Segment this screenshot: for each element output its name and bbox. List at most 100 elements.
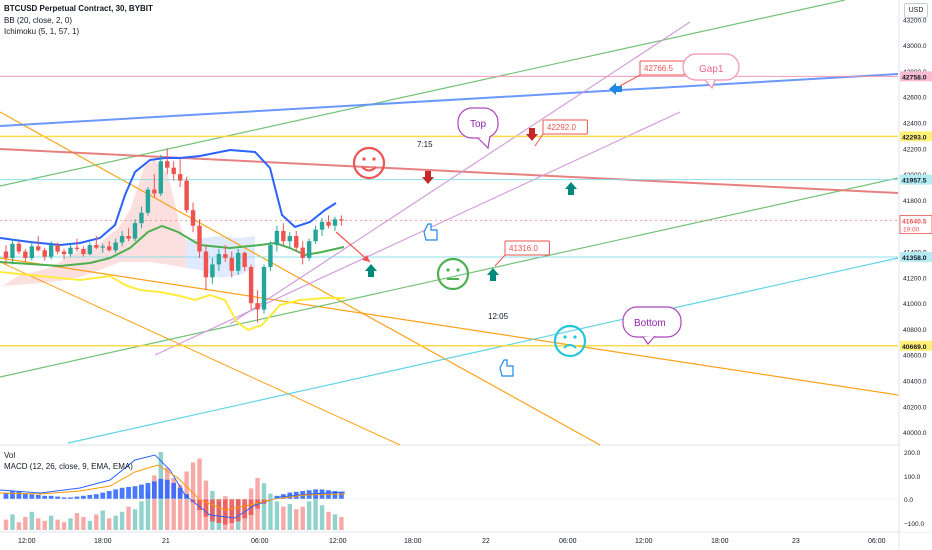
volume-bar [36,518,41,530]
price-tick-label: 41000.0 [903,301,927,308]
macd-histogram-bar [242,499,248,519]
currency-button[interactable]: USD [904,3,928,18]
volume-bar [306,501,312,530]
face-green-icon-eye-left [446,268,450,272]
ichimoku-legend[interactable]: Ichimoku (5, 1, 57, 1) [4,27,80,36]
callout-41316-label: 41316.0 [509,244,538,253]
candle-body [332,219,338,226]
volume-bar [87,520,93,530]
macd-histogram-bar [222,499,228,525]
candle-body [197,225,202,252]
macd-histogram-bar [48,495,54,499]
volume-bar [119,511,125,530]
volume-bar [319,505,325,530]
time-note-715: 7:15 [417,140,433,149]
bb-legend[interactable]: BB (20, close, 2, 0) [4,16,73,25]
macd-histogram-bar [81,495,86,499]
price-tick-label: 40600.0 [903,353,927,360]
candles [3,148,344,323]
candle-body [74,247,80,249]
macd-histogram-bar [87,495,93,499]
volume-bar [3,519,9,530]
cyan-trendline [67,257,899,444]
price-badge-label: 41957.5 [902,178,927,185]
callout-42766-pointer [619,74,641,87]
time-tick-label: 06:00 [559,538,577,545]
volume-bar [313,497,318,530]
candle-body [223,254,228,258]
face-cyan-icon [553,324,587,358]
macd-histogram-bar [132,486,138,499]
price-axis-bg [900,0,932,532]
macd-histogram-bar [106,491,112,499]
macd-histogram-bar [339,491,344,499]
candle-body [184,180,189,211]
bb-upper-band [0,148,337,247]
macd-histogram-bar [210,499,215,522]
arrow-up-icon [565,182,577,195]
candle-body [242,252,247,267]
macd-histogram-bar [235,499,241,522]
green-trendline-bottom [0,177,899,378]
macd-histogram-bar [197,499,202,511]
bottom-label: Bottom [634,318,666,329]
time-tick-label: 23 [792,538,800,545]
symbol-title[interactable]: BTCUSD Perpetual Contract, 30, BYBIT [4,4,153,13]
volume-bar [107,518,112,530]
candle-body [165,161,170,168]
macd-legend[interactable]: MACD (12, 26, close, 9, EMA, EMA) [4,462,133,471]
price-badge [899,215,932,234]
volume-bar [74,513,80,530]
volume-bar [10,514,15,530]
macd-histogram-bar [151,481,157,499]
arrow-up-icon [487,268,499,281]
volume-bar [55,519,60,530]
time-tick-label: 06:00 [251,538,269,545]
candle-body [3,251,9,258]
volume-bar [23,517,28,530]
time-note-1205: 12:05 [488,312,509,321]
callout-42292-pointer [534,133,544,147]
macd-tick-label: 200.0 [904,450,921,457]
candle-body [274,230,280,246]
volume-bar [281,506,286,530]
volume-bar [132,509,138,530]
volume-bar [61,522,67,530]
candle-body [268,245,273,267]
candle-body [68,247,73,255]
candle-body [248,267,254,304]
candle-body [313,229,318,242]
smile-red-icon-mouth [361,166,377,172]
volume-bar [68,518,73,530]
orange-trendline-lower [0,257,899,396]
trend-lines [0,0,899,446]
volume-bar [261,483,267,530]
smile-red-icon-eye-right [372,157,376,161]
price-badge-label: 41358.0 [902,255,927,262]
bb-lower-band [0,271,345,332]
price-badge [900,71,932,82]
macd-histogram-bar [35,495,41,499]
macd-histogram-bar [16,491,22,499]
projection-arrow [335,231,371,263]
volume-bar [339,517,344,530]
volume-bar [326,511,331,530]
candle-body [119,236,125,243]
candle-body [171,167,176,175]
volume-bar [126,506,131,530]
macd-histogram-bar [55,496,60,499]
callout-42292-label: 42292.0 [547,123,576,132]
volume-bar [171,478,176,530]
bottom-bubble-tail [642,335,656,345]
volume-legend[interactable]: Vol [4,451,16,460]
time-tick-label: 22 [482,538,490,545]
time-tick-label: 12:00 [635,538,653,545]
candle-body [81,248,86,255]
pointing-hand-icon [499,359,514,377]
price-tick-label: 40000.0 [903,430,927,437]
price-badge-sub: 19:00 [903,227,920,234]
purple-channel-upper [229,21,691,325]
gap-label: Gap1 [699,64,724,75]
